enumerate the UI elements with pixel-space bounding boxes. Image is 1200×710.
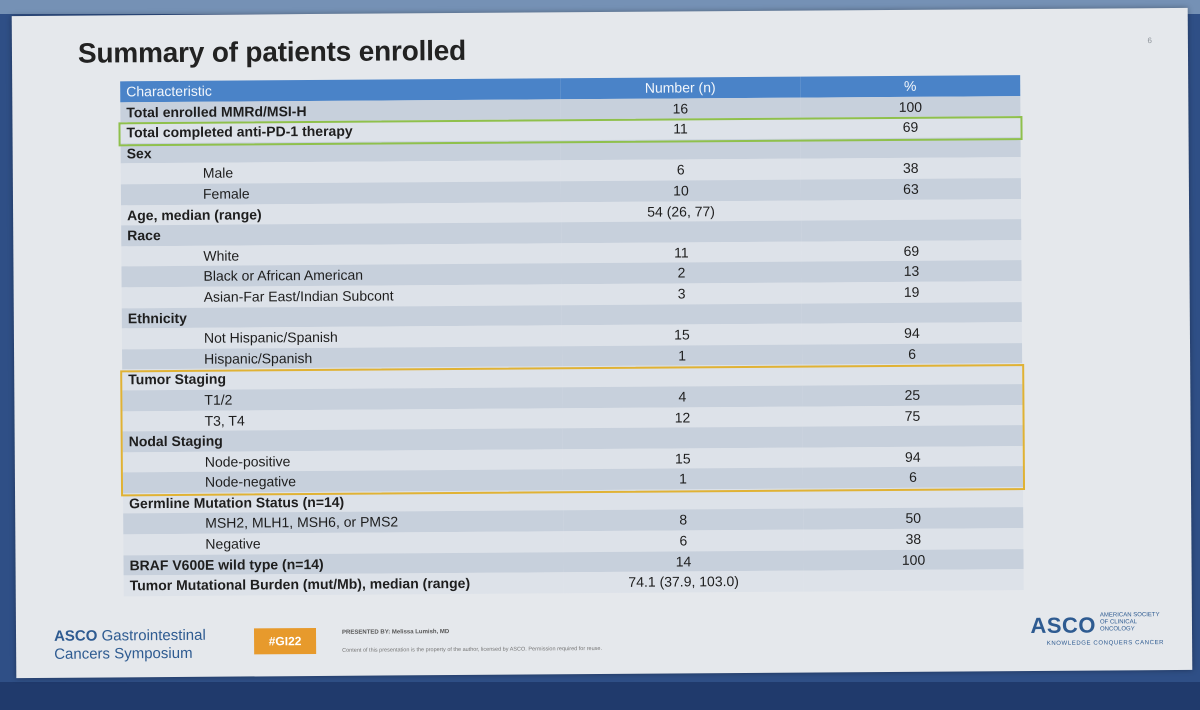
row-percent [804, 569, 1024, 591]
slide-title: Summary of patients enrolled [77, 34, 467, 69]
asco-tagline: KNOWLEDGE CONQUERS CANCER [1046, 640, 1165, 647]
row-percent [803, 425, 1023, 447]
row-percent [803, 487, 1023, 509]
copyright-notice: Content of this presentation is the prop… [342, 646, 603, 654]
row-percent: 25 [904, 386, 921, 403]
row-percent [801, 199, 1021, 221]
presented-by: PRESENTED BY: Melissa Lumish, MD [341, 629, 450, 636]
row-number [563, 488, 803, 510]
row-percent [801, 137, 1021, 159]
row-percent: 50 [905, 510, 922, 527]
row-number: 4 [678, 388, 687, 405]
row-percent: 100 [901, 551, 926, 568]
row-characteristic: Tumor Mutational Burden (mut/Mb), median… [129, 575, 471, 594]
row-percent: 38 [902, 160, 919, 177]
row-percent [801, 219, 1021, 241]
row-number: 74.1 (37.9, 103.0) [628, 573, 739, 591]
row-number [563, 427, 803, 449]
row-number: 11 [673, 120, 688, 137]
row-number [562, 365, 802, 387]
row-percent: 6 [908, 345, 917, 362]
symposium-logo: ASCO Gastrointestinal Cancers Symposium [54, 627, 206, 664]
row-percent [802, 363, 1022, 385]
row-number: 6 [676, 161, 685, 178]
row-number [562, 303, 802, 325]
row-number: 14 [675, 553, 692, 570]
row-number: 15 [674, 326, 690, 343]
asco-brand: ASCO [1030, 612, 1097, 639]
row-percent: 19 [903, 283, 920, 300]
row-percent: 75 [904, 407, 921, 424]
symposium-line2: Cancers Symposium [54, 644, 193, 663]
row-percent [802, 302, 1022, 324]
hashtag-badge: #GI22 [253, 628, 317, 655]
row-percent: 13 [903, 263, 920, 280]
row-number: 1 [678, 470, 687, 487]
patients-table: Characteristic Number (n) % Total enroll… [120, 75, 1024, 597]
row-percent: 69 [903, 242, 920, 259]
row-percent: 38 [905, 530, 922, 547]
row-number: 2 [677, 264, 686, 281]
header-number: Number (n) [644, 79, 716, 96]
asco-logo: ASCO AMERICAN SOCIETY OF CLINICAL ONCOLOG… [1030, 612, 1164, 647]
row-number: 6 [679, 532, 688, 549]
row-percent: 100 [898, 98, 923, 115]
row-number: 10 [673, 182, 689, 199]
presentation-slide: 6 Summary of patients enrolled Character… [11, 7, 1193, 679]
row-number: 11 [674, 244, 689, 261]
row-number: 3 [677, 285, 686, 302]
row-number: 54 (26, 77) [647, 202, 715, 220]
row-percent: 94 [904, 448, 921, 465]
row-number: 1 [678, 347, 687, 364]
symposium-brand: ASCO [53, 627, 98, 645]
row-percent: 94 [904, 324, 920, 342]
row-number [561, 221, 801, 243]
header-percent: % [903, 77, 917, 94]
row-number: 12 [674, 408, 691, 425]
table-body: Total enrolled MMRd/MSI-H 16 100 Total comp… [120, 95, 1024, 597]
slide-number: 6 [1147, 36, 1152, 46]
row-percent: 6 [908, 469, 917, 486]
row-number: 16 [672, 99, 689, 117]
row-number: 15 [674, 450, 691, 467]
symposium-line1: Gastrointestinal [101, 626, 206, 645]
row-number [561, 138, 801, 160]
monitor-bezel-bottom [0, 682, 1200, 710]
asco-org-name: AMERICAN SOCIETY OF CLINICAL ONCOLOGY [1099, 612, 1160, 633]
row-number: 8 [679, 511, 688, 528]
row-percent: 69 [902, 118, 919, 136]
row-percent: 63 [903, 180, 919, 197]
